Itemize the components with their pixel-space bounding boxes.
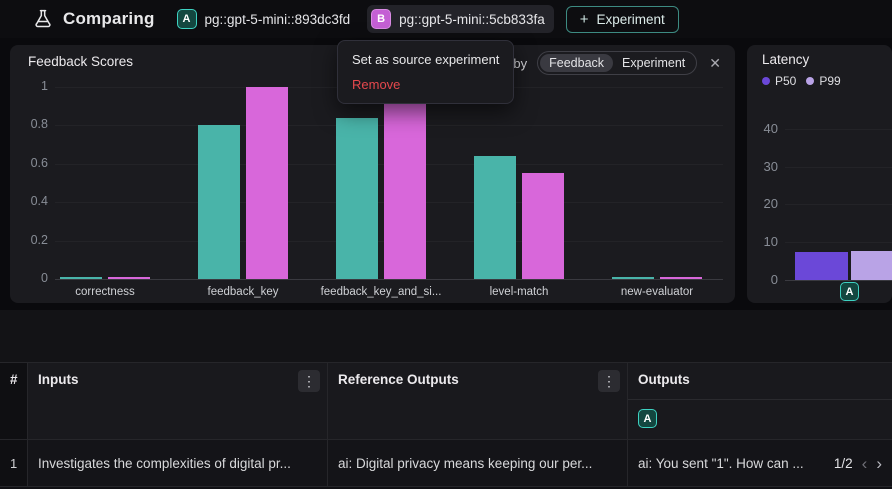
- legend-item-p99: P99: [806, 74, 841, 88]
- latency-panel-title: Latency: [762, 52, 810, 67]
- latency-x-badge-a: A: [840, 282, 859, 301]
- y-tick-label: 0: [770, 272, 778, 287]
- outputs-pager: 1/2 ‹ ›: [834, 455, 882, 472]
- experiment-context-menu: Set as source experiment Remove: [337, 40, 514, 104]
- outputs-cell[interactable]: ai: You sent "1". How can ... 1/2 ‹ ›: [638, 453, 882, 473]
- experiment-b-badge: B: [371, 9, 392, 29]
- gridline-y-10: [785, 242, 892, 244]
- results-table: # Inputs ⋮ Reference Outputs ⋮ Outputs A…: [0, 362, 892, 489]
- p99-dot-icon: [806, 77, 815, 85]
- bar-new-evaluator-B: [660, 277, 702, 279]
- latency-legend: P50 P99: [762, 74, 841, 88]
- bar-new-evaluator-A: [612, 277, 654, 279]
- x-category-label: correctness: [75, 286, 135, 298]
- column-header-reference-outputs: Reference Outputs ⋮: [328, 363, 628, 439]
- add-experiment-button[interactable]: + Experiment: [565, 5, 679, 33]
- y-tick-label: 40: [763, 120, 778, 136]
- y-tick-label: 1: [41, 79, 48, 93]
- column-header-inputs: Inputs ⋮: [28, 363, 328, 439]
- bar-feedback_key_and_si...-A: [336, 117, 378, 279]
- y-tick-label: 0.8: [30, 117, 48, 132]
- pager-next-icon[interactable]: ›: [876, 453, 882, 473]
- legend-item-p50: P50: [762, 74, 796, 88]
- bar-level-match-B: [522, 173, 564, 279]
- gridline-y-0: [785, 280, 892, 281]
- y-tick-label: 10: [763, 234, 778, 250]
- feedback-scores-chart: 1 0.8 0.6 0.4 0.2 0 correctness feedback_key fee…: [10, 45, 735, 303]
- reference-outputs-cell[interactable]: ai: Digital privacy means keeping our pe…: [328, 440, 628, 486]
- column-header-outputs: Outputs A: [628, 363, 892, 439]
- bar-feedback_key_and_si...-B: [384, 96, 426, 279]
- bar-feedback_key-A: [198, 125, 240, 279]
- latency-panel: Latency P50 P99 40 30 20 10 0 A: [747, 45, 892, 303]
- inputs-kebab-menu-icon[interactable]: ⋮: [298, 370, 320, 392]
- x-category-label: feedback_key_and_si...: [320, 286, 442, 298]
- column-header-num: #: [0, 363, 28, 439]
- segment-feedback[interactable]: Feedback: [540, 54, 614, 72]
- top-bar: Comparing A pg::gpt-5-mini::893dc3fd B p…: [0, 0, 892, 38]
- gridline-y-20: [785, 204, 892, 206]
- add-experiment-label: Experiment: [596, 11, 665, 27]
- feedback-panel-controls: up by Feedback Experiment ✕: [495, 51, 723, 75]
- inputs-cell[interactable]: Investigates the complexities of digital…: [28, 440, 328, 486]
- gridline-y-30: [785, 166, 892, 168]
- reference-outputs-kebab-menu-icon[interactable]: ⋮: [598, 370, 620, 392]
- group-by-segmented-control: Feedback Experiment: [537, 51, 698, 75]
- experiment-b-label: pg::gpt-5-mini::5cb833fa: [399, 11, 545, 27]
- outputs-header-divider: [628, 399, 892, 400]
- bar-correctness-A: [60, 277, 102, 279]
- x-category-label: feedback_key: [207, 286, 279, 298]
- y-tick-label: 0.6: [30, 155, 48, 170]
- p50-label: P50: [775, 74, 797, 88]
- p50-dot-icon: [762, 77, 770, 85]
- bar-level-match-A: [474, 156, 516, 279]
- experiment-a-label: pg::gpt-5-mini::893dc3fd: [204, 11, 351, 27]
- p99-label: P99: [819, 74, 841, 88]
- experiment-chip-b[interactable]: B pg::gpt-5-mini::5cb833fa: [367, 5, 554, 33]
- y-tick-label: 0.4: [30, 194, 48, 209]
- table-header-row: # Inputs ⋮ Reference Outputs ⋮ Outputs A: [0, 363, 892, 440]
- gridline-y-0: [55, 279, 723, 280]
- bar-correctness-B: [108, 277, 150, 279]
- row-number-cell: 1: [0, 440, 28, 486]
- gridline-y-40: [785, 128, 892, 130]
- segment-experiment[interactable]: Experiment: [622, 56, 686, 70]
- latency-chart: 40 30 20 10 0: [747, 45, 892, 303]
- pager-count: 1/2: [833, 455, 853, 471]
- flask-icon: [33, 9, 53, 29]
- pager-prev-icon[interactable]: ‹: [861, 453, 868, 473]
- close-icon[interactable]: ✕: [709, 54, 721, 71]
- menu-item-set-as-source-experiment[interactable]: Set as source experiment: [352, 52, 500, 67]
- table-row[interactable]: 1 Investigates the complexities of digit…: [0, 440, 892, 487]
- feedback-panel-title: Feedback Scores: [28, 54, 134, 69]
- outputs-experiment-a-badge: A: [638, 409, 657, 428]
- y-tick-label: 30: [763, 158, 778, 174]
- plus-icon: +: [579, 10, 589, 28]
- experiment-a-badge: A: [176, 9, 197, 29]
- x-category-label: new-evaluator: [620, 286, 694, 298]
- y-tick-label: 20: [763, 196, 778, 212]
- bar-A-P50: [795, 251, 848, 280]
- x-category-label: level-match: [489, 286, 549, 298]
- y-tick-label: 0: [41, 271, 48, 285]
- experiment-chip-a[interactable]: A pg::gpt-5-mini::893dc3fd: [173, 5, 360, 33]
- bar-feedback_key-B: [246, 87, 288, 279]
- menu-item-remove[interactable]: Remove: [352, 77, 401, 92]
- y-tick-label: 0.2: [30, 232, 48, 247]
- page-title: Comparing: [63, 9, 155, 28]
- bar-A-P99: [851, 250, 892, 280]
